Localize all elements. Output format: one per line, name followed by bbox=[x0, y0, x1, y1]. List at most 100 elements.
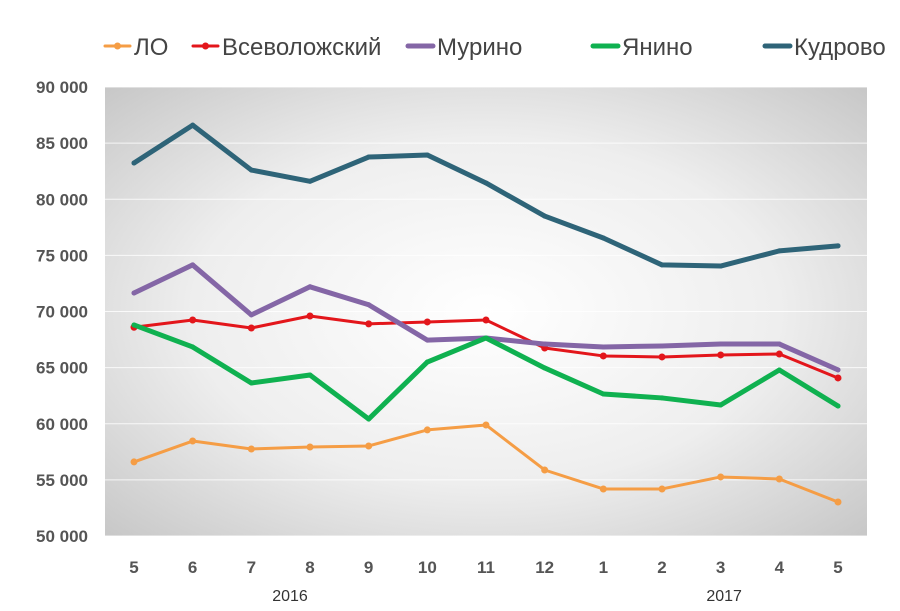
data-point bbox=[600, 344, 606, 350]
data-point bbox=[834, 498, 842, 506]
data-point bbox=[658, 485, 666, 493]
data-point bbox=[599, 485, 607, 493]
y-tick-label: 75 000 bbox=[36, 246, 88, 265]
data-point bbox=[659, 343, 665, 349]
legend-item: Кудрово bbox=[762, 34, 886, 61]
data-point bbox=[423, 426, 431, 434]
data-point bbox=[717, 473, 725, 481]
data-point bbox=[658, 353, 666, 361]
x-tick-label: 4 bbox=[775, 558, 785, 577]
data-point bbox=[776, 248, 782, 254]
data-point bbox=[600, 235, 606, 241]
y-tick-label: 55 000 bbox=[36, 471, 88, 490]
year-label: 2016 bbox=[272, 588, 308, 605]
data-point bbox=[131, 290, 137, 296]
data-point bbox=[424, 359, 430, 365]
legend-item: ЛО bbox=[103, 34, 168, 61]
legend-item: Всеволожский bbox=[191, 34, 381, 61]
y-tick-label: 90 000 bbox=[36, 78, 88, 97]
x-tick-label: 8 bbox=[305, 558, 314, 577]
x-tick-label: 11 bbox=[477, 558, 495, 577]
data-point bbox=[599, 352, 607, 360]
data-point bbox=[189, 437, 197, 445]
x-tick-label: 10 bbox=[418, 558, 437, 577]
data-point bbox=[307, 284, 313, 290]
y-tick-label: 85 000 bbox=[36, 134, 88, 153]
data-point bbox=[424, 337, 430, 343]
year-label: 2017 bbox=[706, 588, 742, 605]
data-point bbox=[306, 443, 314, 451]
data-point bbox=[718, 341, 724, 347]
data-point bbox=[541, 466, 549, 474]
data-point bbox=[130, 458, 138, 466]
data-point bbox=[717, 351, 725, 359]
legend-label: ЛО bbox=[134, 34, 168, 61]
data-point bbox=[306, 312, 314, 320]
x-tick-label: 5 bbox=[129, 558, 138, 577]
data-point bbox=[835, 243, 841, 249]
data-point bbox=[131, 322, 137, 328]
data-point bbox=[775, 350, 783, 358]
x-tick-label: 9 bbox=[364, 558, 373, 577]
data-point bbox=[542, 213, 548, 219]
series-1 bbox=[130, 312, 842, 382]
x-tick-label: 12 bbox=[535, 558, 554, 577]
data-point bbox=[307, 372, 313, 378]
data-point bbox=[366, 416, 372, 422]
legend-marker bbox=[114, 42, 121, 50]
legend-label: Мурино bbox=[437, 34, 522, 61]
data-point bbox=[776, 341, 782, 347]
data-point bbox=[365, 320, 373, 328]
y-tick-label: 60 000 bbox=[36, 415, 88, 434]
data-point bbox=[835, 403, 841, 409]
data-point bbox=[190, 344, 196, 350]
series-0 bbox=[130, 421, 842, 506]
data-point bbox=[365, 442, 373, 450]
data-point bbox=[424, 152, 430, 158]
data-point bbox=[423, 318, 431, 326]
y-tick-label: 70 000 bbox=[36, 303, 88, 322]
data-point bbox=[247, 445, 255, 453]
legend-label: Янино bbox=[622, 34, 693, 61]
series-3 bbox=[131, 322, 841, 422]
legend-label: Кудрово bbox=[794, 34, 886, 61]
data-point bbox=[248, 380, 254, 386]
y-tick-label: 65 000 bbox=[36, 359, 88, 378]
data-point bbox=[775, 475, 783, 483]
data-point bbox=[542, 365, 548, 371]
data-point bbox=[366, 154, 372, 160]
data-point bbox=[190, 262, 196, 268]
x-tick-label: 3 bbox=[716, 558, 725, 577]
x-tick-label: 7 bbox=[247, 558, 256, 577]
x-tick-label: 6 bbox=[188, 558, 197, 577]
data-point bbox=[835, 367, 841, 373]
data-point bbox=[248, 312, 254, 318]
data-point bbox=[190, 122, 196, 128]
data-point bbox=[718, 263, 724, 269]
y-tick-label: 80 000 bbox=[36, 190, 88, 209]
data-point bbox=[542, 341, 548, 347]
data-point bbox=[483, 180, 489, 186]
data-point bbox=[131, 160, 137, 166]
data-point bbox=[247, 324, 255, 332]
legend-item: Янино bbox=[590, 34, 693, 61]
legend-item: Мурино bbox=[405, 34, 522, 61]
data-point bbox=[659, 262, 665, 268]
data-point bbox=[248, 167, 254, 173]
legend-marker bbox=[202, 42, 209, 50]
y-tick-label: 50 000 bbox=[36, 527, 88, 546]
legend-label: Всеволожский bbox=[222, 34, 381, 61]
data-point bbox=[659, 395, 665, 401]
data-point bbox=[366, 302, 372, 308]
data-point bbox=[483, 335, 489, 341]
data-point bbox=[307, 178, 313, 184]
data-point bbox=[834, 374, 842, 382]
data-point bbox=[482, 316, 490, 324]
x-tick-label: 5 bbox=[833, 558, 842, 577]
data-point bbox=[600, 391, 606, 397]
data-point bbox=[189, 316, 197, 324]
x-tick-label: 2 bbox=[657, 558, 666, 577]
x-tick-label: 1 bbox=[599, 558, 608, 577]
data-point bbox=[718, 402, 724, 408]
